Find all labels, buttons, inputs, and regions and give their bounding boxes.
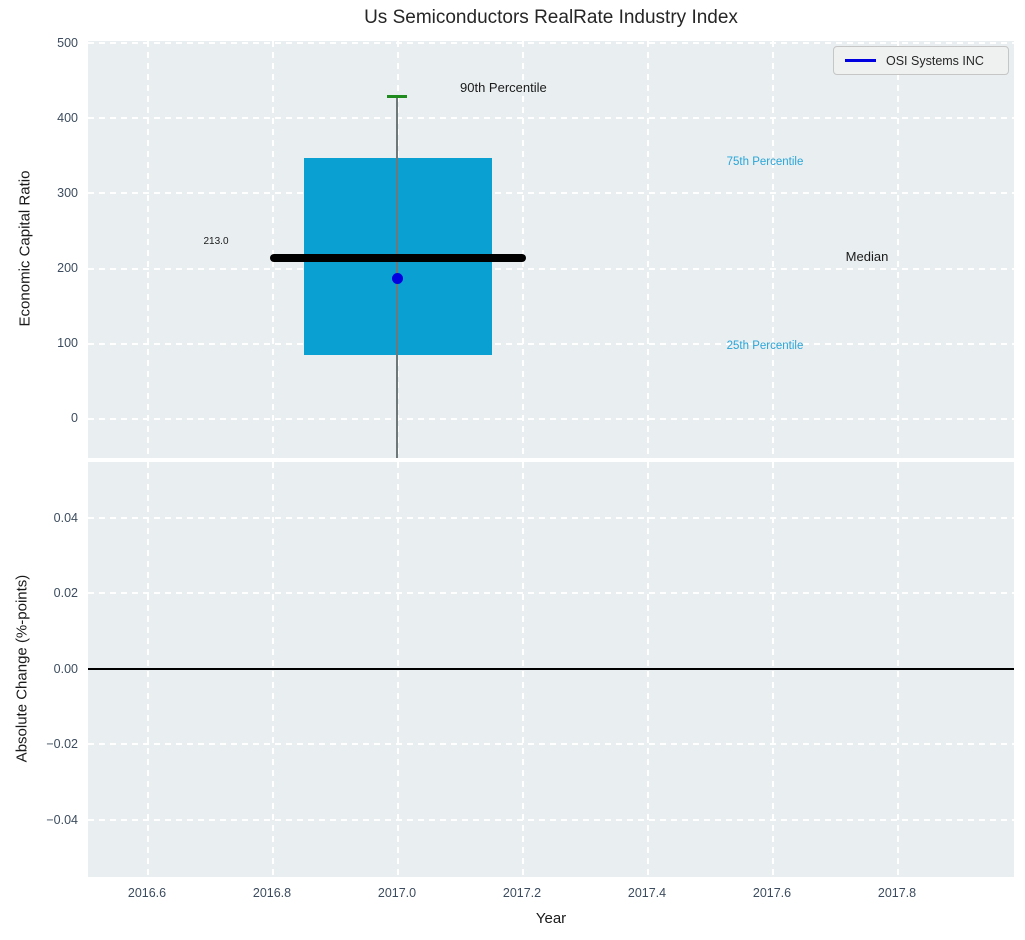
ytick-400: 400 xyxy=(57,111,78,125)
gridline-x-2016.8 xyxy=(272,41,274,458)
ytick-300: 300 xyxy=(57,186,78,200)
ytick-0.04: 0.04 xyxy=(53,511,78,525)
median-value-annotation: 213.0 xyxy=(203,236,229,247)
legend-label: OSI Systems INC xyxy=(886,53,984,68)
gridline-y-neg0.02 xyxy=(88,743,1014,745)
top-subplot: 213.0 90th Percentile 75th Percentile Me… xyxy=(88,41,1014,458)
gridline-y-300 xyxy=(88,192,1014,194)
gridline-y-100 xyxy=(88,343,1014,345)
median-line xyxy=(270,254,526,262)
x-axis-label: Year xyxy=(535,910,567,927)
chart-title: Us Semiconductors RealRate Industry Inde… xyxy=(364,7,738,28)
ytick-500: 500 xyxy=(57,36,78,50)
xtick-2017.2: 2017.2 xyxy=(502,886,542,900)
p90-annotation: 90th Percentile xyxy=(460,80,547,95)
gridline-x-2017.8 xyxy=(897,41,899,458)
p25-annotation: 25th Percentile xyxy=(726,340,804,352)
ytick-100: 100 xyxy=(57,336,78,350)
gridline-y-200 xyxy=(88,268,1014,270)
legend: OSI Systems INC xyxy=(833,46,1009,75)
xtick-2016.6: 2016.6 xyxy=(127,886,167,900)
zero-line xyxy=(88,668,1014,670)
ytick-0: 0 xyxy=(71,411,78,425)
p75-annotation: 75th Percentile xyxy=(726,156,804,168)
ytick-0.00: 0.00 xyxy=(53,662,78,676)
ytick-neg0.04: −0.04 xyxy=(46,813,78,827)
ytick-neg0.02: −0.02 xyxy=(46,737,78,751)
gridline-y-0.02 xyxy=(88,592,1014,594)
xtick-2017.4: 2017.4 xyxy=(627,886,667,900)
legend-line-icon xyxy=(845,58,876,63)
p90-cap-marker xyxy=(387,95,407,98)
xtick-2017.0: 2017.0 xyxy=(377,886,417,900)
company-data-point xyxy=(392,273,403,284)
xtick-2017.6: 2017.6 xyxy=(752,886,792,900)
top-y-axis-label: Economic Capital Ratio xyxy=(16,170,34,327)
gridline-x-2016.6 xyxy=(147,41,149,458)
gridline-x-2017.4 xyxy=(647,41,649,458)
gridline-x-2017.2 xyxy=(522,41,524,458)
gridline-y-0.04 xyxy=(88,517,1014,519)
gridline-y-0 xyxy=(88,418,1014,420)
gridline-y-400 xyxy=(88,117,1014,119)
gridline-x-2017.6 xyxy=(772,41,774,458)
gridline-y-500 xyxy=(88,42,1014,44)
xtick-2017.8: 2017.8 xyxy=(877,886,917,900)
xtick-2016.8: 2016.8 xyxy=(252,886,292,900)
ytick-200: 200 xyxy=(57,261,78,275)
bottom-subplot xyxy=(88,462,1014,877)
median-annotation: Median xyxy=(845,249,889,264)
ytick-0.02: 0.02 xyxy=(53,586,78,600)
gridline-y-neg0.04 xyxy=(88,819,1014,821)
